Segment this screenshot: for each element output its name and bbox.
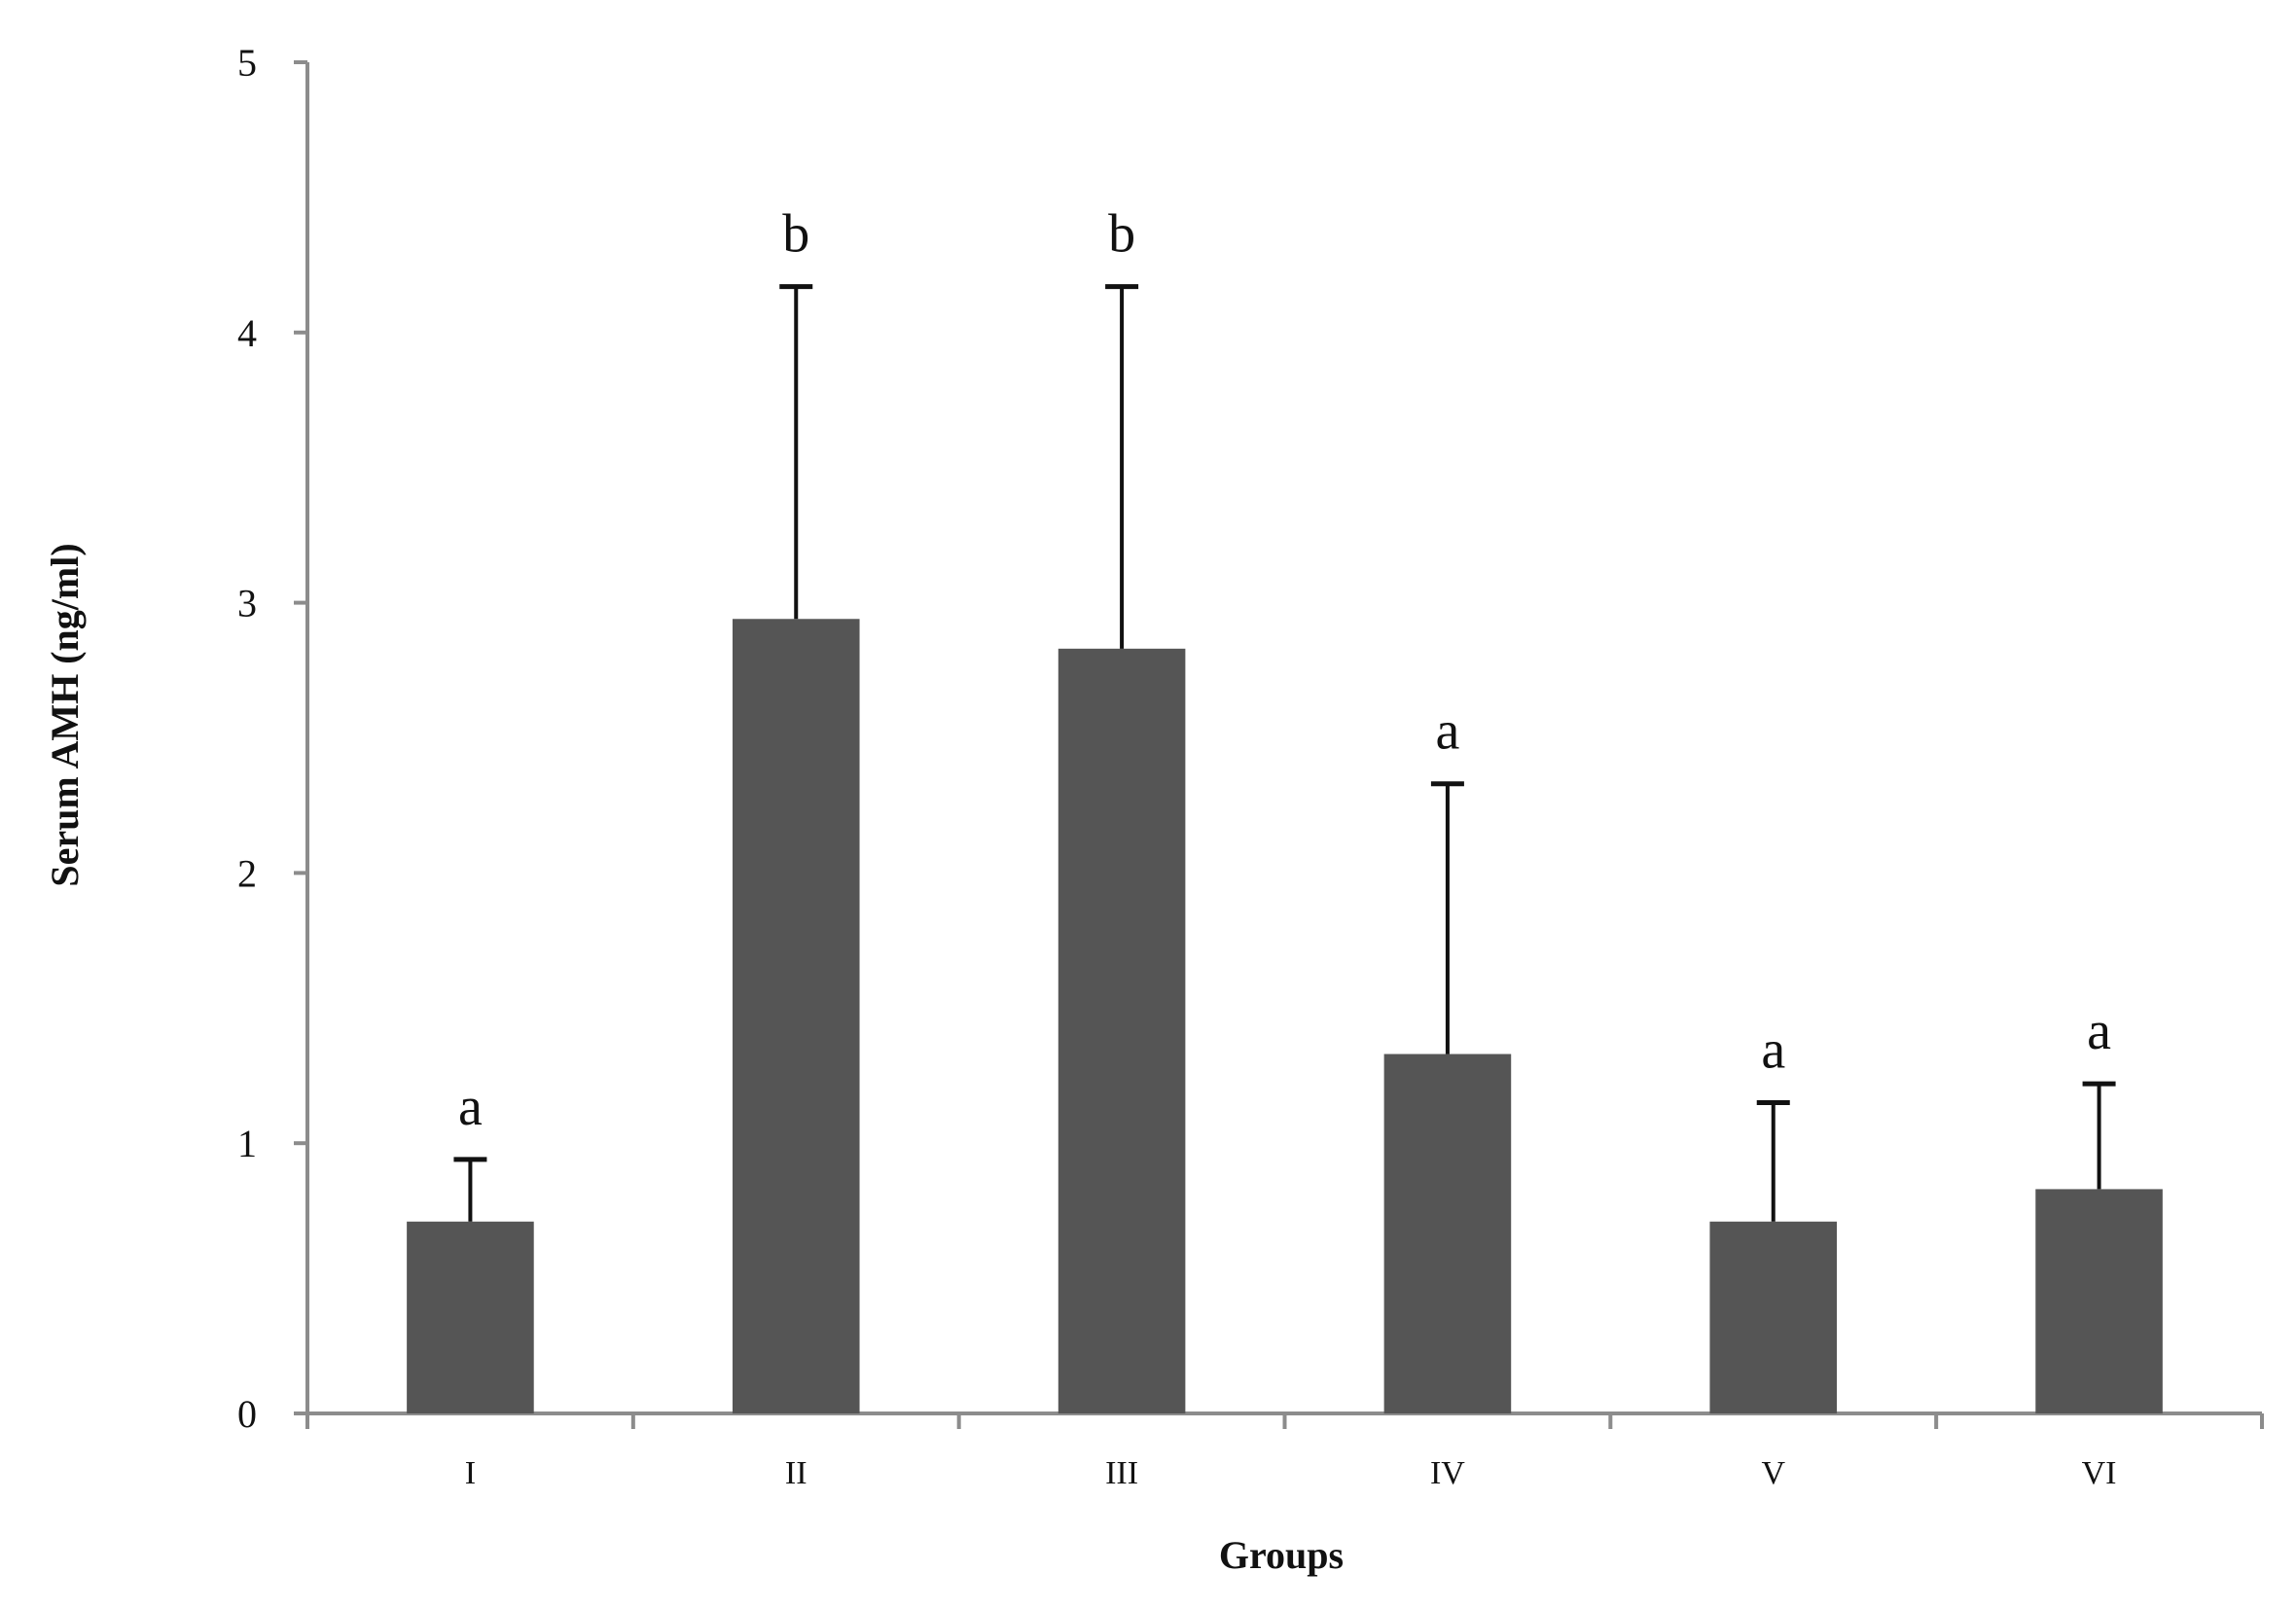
x-tick-label-III: III — [1105, 1455, 1138, 1491]
bar-I — [407, 1221, 534, 1413]
significance-label-IV: a — [1435, 701, 1459, 762]
significance-label-VI: a — [2087, 1001, 2111, 1061]
labels: a Ib II b III a IV a Va VI — [458, 204, 2117, 1491]
x-tick-label-V: V — [1761, 1455, 1785, 1491]
bar-II — [732, 619, 860, 1413]
bar-V — [1709, 1221, 1838, 1413]
y-tick-label: 3 — [237, 582, 257, 625]
y-tick-label: 2 — [237, 851, 257, 895]
y-tick-label: 0 — [237, 1392, 257, 1436]
x-tick-label-IV: IV — [1430, 1455, 1465, 1491]
bar-III — [1058, 648, 1186, 1413]
axes: 0 1 2 3 4 5 — [237, 41, 2264, 1436]
bar-VI — [2035, 1189, 2163, 1413]
y-tick-label: 4 — [237, 311, 257, 355]
bars — [407, 619, 2163, 1413]
x-tick-label-VI: VI — [2082, 1455, 2117, 1491]
significance-label-II: b — [782, 204, 809, 265]
error-bars — [453, 284, 2116, 1222]
y-tick-label: 5 — [237, 41, 257, 85]
significance-label-I: a — [458, 1077, 483, 1137]
x-tick-label-I: I — [465, 1455, 476, 1491]
significance-label-III: b — [1108, 204, 1135, 265]
bar-IV — [1383, 1054, 1512, 1413]
x-tick-label-II: II — [785, 1455, 807, 1491]
y-axis-title: Serum AMH (ng/ml) — [43, 543, 87, 886]
significance-label-V: a — [1761, 1020, 1785, 1081]
y-tick-label: 1 — [237, 1122, 257, 1165]
x-axis-title: Groups — [1219, 1533, 1344, 1577]
